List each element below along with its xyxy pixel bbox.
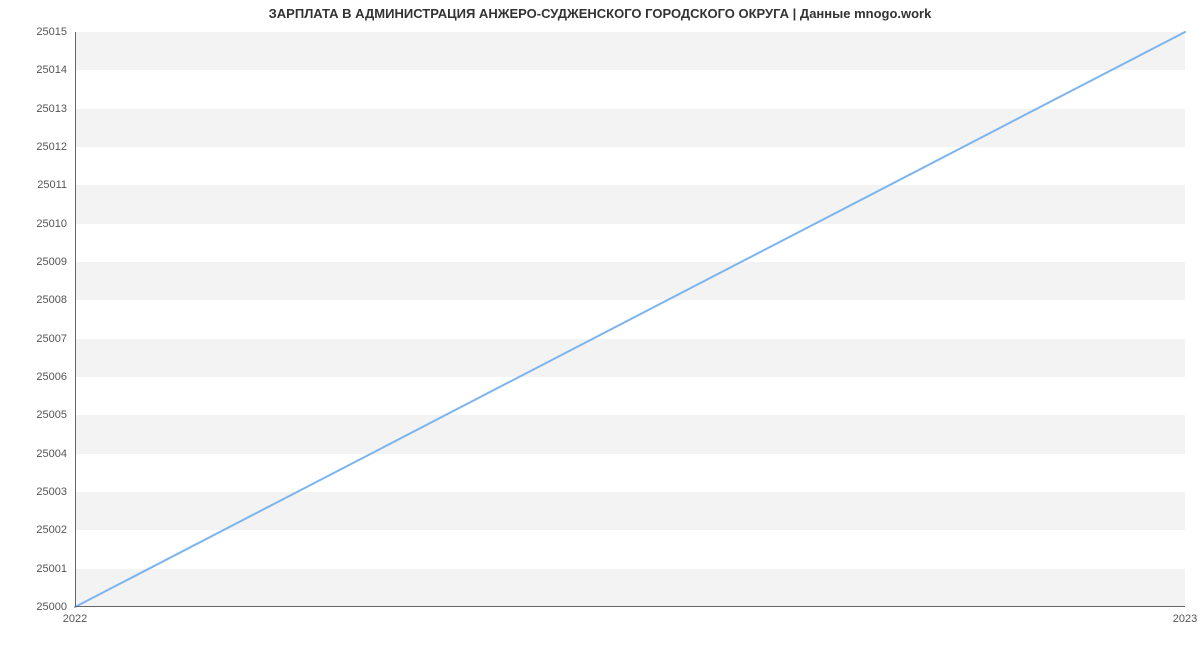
series-line bbox=[75, 32, 1185, 607]
y-tick-label: 25001 bbox=[36, 563, 67, 575]
y-tick-label: 25007 bbox=[36, 333, 67, 345]
y-tick-label: 25010 bbox=[36, 218, 67, 230]
plot-area: 2500025001250022500325004250052500625007… bbox=[75, 32, 1185, 607]
y-tick-label: 25002 bbox=[36, 524, 67, 536]
x-tick-label: 2023 bbox=[1173, 613, 1197, 625]
y-tick-label: 25009 bbox=[36, 256, 67, 268]
x-tick-label: 2022 bbox=[63, 613, 87, 625]
x-axis-line bbox=[75, 606, 1185, 607]
y-tick-label: 25006 bbox=[36, 371, 67, 383]
line-chart: ЗАРПЛАТА В АДМИНИСТРАЦИЯ АНЖЕРО-СУДЖЕНСК… bbox=[0, 0, 1200, 650]
y-tick-label: 25011 bbox=[37, 179, 67, 191]
y-tick-label: 25008 bbox=[36, 294, 67, 306]
y-tick-label: 25014 bbox=[36, 64, 67, 76]
y-tick-label: 25003 bbox=[36, 486, 67, 498]
y-tick-label: 25012 bbox=[36, 141, 67, 153]
y-tick-label: 25004 bbox=[36, 448, 67, 460]
y-tick-label: 25013 bbox=[36, 103, 67, 115]
series-layer bbox=[75, 32, 1185, 607]
y-tick-label: 25015 bbox=[36, 26, 67, 38]
y-tick-label: 25000 bbox=[36, 601, 67, 613]
y-tick-label: 25005 bbox=[36, 409, 67, 421]
chart-title: ЗАРПЛАТА В АДМИНИСТРАЦИЯ АНЖЕРО-СУДЖЕНСК… bbox=[0, 6, 1200, 21]
y-axis-line bbox=[75, 32, 76, 607]
